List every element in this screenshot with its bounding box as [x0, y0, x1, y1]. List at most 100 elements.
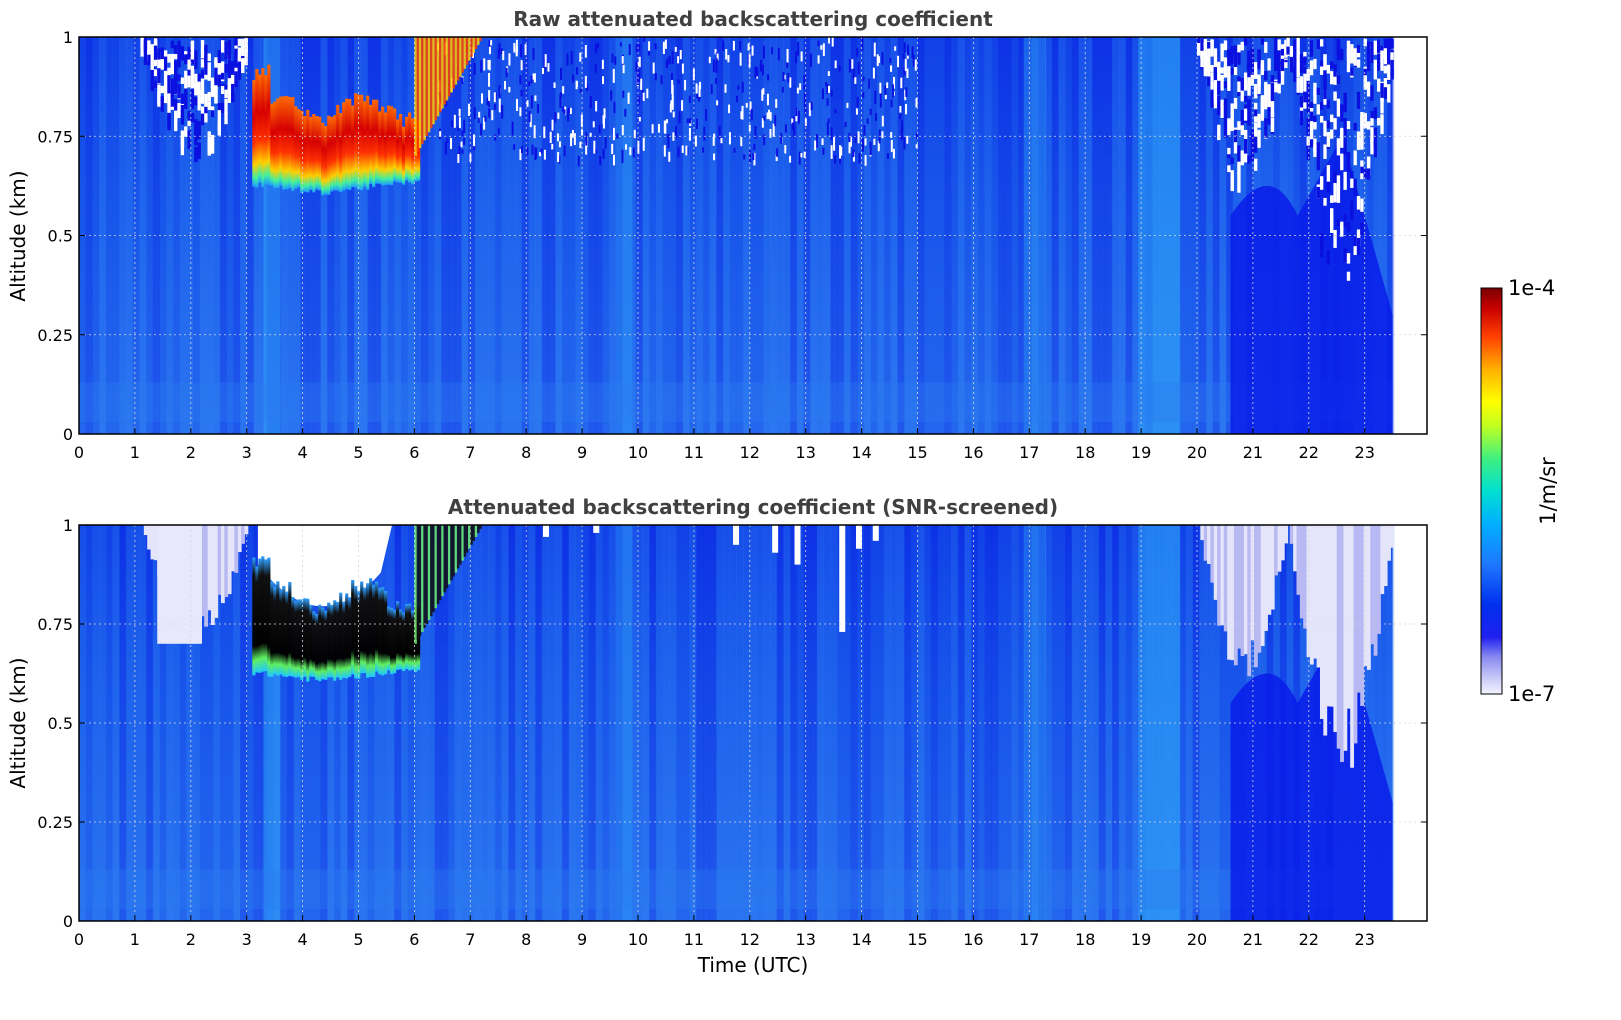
noise-speckle [911, 46, 914, 59]
x-tick-label: 19 [1131, 930, 1151, 949]
noise-speckle [1223, 98, 1228, 105]
time-axis-label: Time (UTC) [697, 953, 809, 977]
noise-speckle [1313, 82, 1317, 96]
noise-speckle [1370, 127, 1374, 145]
noise-speckle [190, 70, 195, 89]
noise-speckle [635, 61, 638, 72]
plume-cell [472, 525, 476, 541]
noise-speckle [177, 74, 181, 81]
noise-speckle [180, 93, 185, 104]
y-tick-label: 0.5 [48, 714, 73, 733]
cloud-layer-cell [276, 581, 280, 676]
noise-speckle [592, 121, 595, 128]
noise-speckle [163, 83, 168, 96]
field-column [729, 37, 737, 434]
noise-speckle [743, 154, 746, 160]
noise-speckle [493, 104, 496, 111]
low-signal-cell [1313, 525, 1318, 659]
plume-cell [456, 37, 460, 81]
field-column [977, 525, 986, 921]
noise-speckle [586, 83, 589, 92]
cloud-layer-cell [297, 109, 301, 188]
low-signal-cell [1213, 525, 1218, 600]
low-signal-cell [1363, 525, 1368, 667]
field-column [548, 525, 556, 921]
noise-speckle [487, 60, 490, 70]
cloud-layer-cell [348, 597, 352, 677]
plume-cell [465, 37, 469, 65]
noise-speckle [520, 145, 523, 154]
noise-speckle [646, 88, 649, 99]
noise-speckle [1370, 48, 1374, 64]
noise-speckle [1210, 72, 1214, 81]
noise-speckle [1250, 135, 1255, 156]
noise-speckle [1217, 61, 1221, 72]
noise-speckle [214, 69, 218, 86]
noise-speckle [803, 93, 806, 108]
field-column [112, 37, 120, 434]
cloud-layer-cell [348, 98, 352, 190]
field-column [407, 525, 415, 921]
field-column [1004, 37, 1012, 434]
noise-speckle [686, 118, 689, 124]
cloud-layer-cell [408, 603, 412, 671]
field-column [608, 37, 617, 434]
noise-speckle [663, 145, 666, 157]
noise-speckle [629, 147, 632, 156]
noise-speckle [1373, 140, 1377, 158]
noise-speckle [1217, 75, 1221, 95]
y-tick-label: 0.5 [48, 227, 73, 246]
field-column [387, 37, 395, 434]
noise-speckle [877, 140, 880, 152]
noise-speckle [1306, 100, 1310, 113]
x-tick-label: 4 [298, 930, 308, 949]
field-column [179, 525, 187, 921]
noise-speckle [1257, 113, 1261, 128]
noise-speckle [1270, 82, 1275, 102]
noise-speckle [638, 69, 641, 83]
cloud-layer-cell [405, 116, 409, 181]
field-column [92, 525, 100, 921]
noise-speckle [1267, 58, 1271, 71]
x-tick-label: 22 [1299, 930, 1319, 949]
plume-cell [450, 525, 453, 581]
noise-speckle [207, 131, 211, 149]
cloud-layer-cell [315, 614, 319, 680]
noise-speckle [899, 105, 902, 113]
noise-speckle [772, 123, 775, 137]
noise-speckle [863, 124, 866, 137]
noise-speckle [1264, 126, 1268, 138]
field-column [669, 525, 677, 921]
field-column [689, 525, 697, 921]
noise-speckle [556, 133, 559, 142]
noise-speckle [541, 67, 544, 75]
noise-speckle [1303, 56, 1307, 66]
noise-speckle [167, 54, 171, 63]
noise-speckle [890, 65, 893, 72]
field-column [159, 37, 167, 434]
cloud-layer-cell [357, 590, 361, 679]
noise-speckle [1380, 82, 1384, 98]
noise-speckle [902, 53, 905, 60]
cloud-layer-cell [363, 587, 367, 674]
noise-speckle [1254, 136, 1258, 153]
field-column [1219, 37, 1227, 434]
noise-speckle [1293, 39, 1297, 54]
noise-speckle [1333, 229, 1337, 248]
noise-speckle [862, 76, 865, 81]
noise-speckle [1240, 150, 1244, 166]
x-tick-label: 13 [796, 930, 816, 949]
plume-cell [474, 37, 478, 49]
noise-speckle [170, 53, 175, 74]
noise-speckle [821, 138, 824, 146]
noise-speckle [473, 107, 476, 120]
field-column [1192, 525, 1200, 921]
cloud-layer-cell [255, 566, 259, 673]
noise-speckle [774, 115, 777, 127]
noise-speckle [488, 46, 491, 55]
noise-speckle [781, 86, 784, 93]
cloud-layer-cell [294, 106, 298, 189]
field-column [239, 37, 248, 434]
field-column [575, 37, 583, 434]
noise-speckle [1353, 178, 1357, 195]
